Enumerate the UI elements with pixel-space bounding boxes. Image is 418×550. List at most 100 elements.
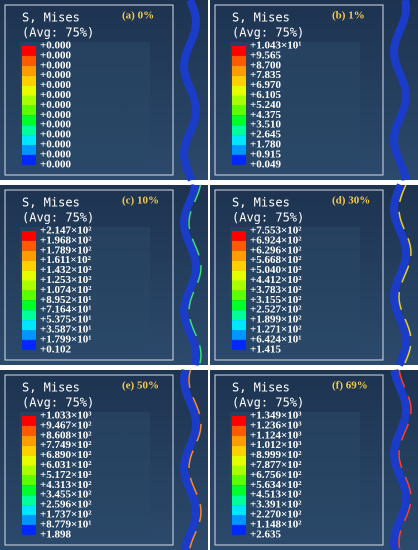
color-box — [22, 135, 36, 145]
color-box — [22, 445, 36, 456]
panel-label: (c) 10% — [122, 195, 159, 207]
contour-level: +3.455×10² — [40, 489, 92, 501]
contour-level: +2.635 — [250, 528, 282, 540]
contour-level: +9.467×10² — [40, 419, 92, 431]
panel-label: (f) 69% — [332, 380, 368, 392]
color-box — [232, 524, 246, 535]
contour-level: +1.799×10¹ — [40, 333, 92, 345]
contour-level: +1.968×10² — [40, 234, 92, 246]
contour-level: +8.779×10¹ — [40, 518, 92, 530]
color-box — [232, 290, 246, 301]
wire — [389, 0, 411, 181]
legend-title: S, Mises — [232, 196, 290, 210]
color-box — [232, 65, 246, 76]
contour-level: +4.412×10² — [250, 274, 302, 286]
legend-subtitle: (Avg: 75%) — [22, 396, 94, 410]
color-box — [22, 46, 36, 56]
legend-subtitle: (Avg: 75%) — [22, 26, 94, 40]
contour-level: +1.737×10² — [40, 509, 92, 521]
color-box — [232, 339, 246, 350]
contour-level: +2.596×10² — [40, 499, 92, 511]
color-box — [232, 416, 246, 426]
contour-level: +8.700 — [250, 59, 282, 71]
panel: S, Mises(Avg: 75%) (f) 69% +1.349×10³+1.23… — [210, 369, 418, 550]
legend-shade — [230, 42, 360, 166]
color-box — [232, 105, 246, 116]
color-box — [232, 425, 246, 436]
contour-level: +0.000 — [40, 148, 72, 160]
contour-level: +5.375×10¹ — [40, 314, 92, 326]
legend-subtitle: (Avg: 75%) — [232, 211, 304, 225]
contour-level: +0.000 — [40, 109, 72, 121]
contour-level: +4.513×10² — [250, 489, 302, 501]
legend-frame — [214, 189, 384, 361]
wire — [180, 0, 200, 182]
contour-level: +2.270×10² — [250, 509, 302, 521]
wire — [180, 184, 200, 366]
color-box — [22, 85, 36, 96]
panel-label: (e) 50% — [122, 380, 159, 392]
legend-title: S, Mises — [22, 11, 80, 25]
color-box — [22, 330, 36, 340]
color-box — [22, 495, 36, 506]
legend-title: S, Mises — [232, 11, 290, 25]
color-box — [232, 240, 246, 251]
panel: S, Mises(Avg: 75%)(a) 0%+0.000+0.000+0.0… — [0, 0, 208, 182]
color-box — [22, 435, 36, 446]
contour-level: +5.172×10² — [40, 469, 92, 481]
contour-level: +4.375 — [250, 109, 282, 121]
color-box — [232, 260, 246, 271]
contour-level: +1.271×10² — [250, 324, 302, 336]
color-box — [232, 125, 246, 136]
contour-level: +6.756×10² — [250, 469, 302, 481]
color-box — [22, 465, 36, 476]
color-box — [232, 280, 246, 291]
contour-level: +0.000 — [40, 129, 72, 141]
wire-stress — [398, 369, 412, 550]
contour-level: +6.970 — [250, 79, 282, 91]
color-box — [22, 310, 36, 321]
color-box — [22, 280, 36, 291]
color-box — [232, 455, 246, 466]
contour-level: +8.999×10² — [250, 449, 302, 461]
legend-frame — [4, 4, 174, 176]
color-box — [232, 46, 246, 56]
contour-level: +2.527×10² — [250, 304, 302, 316]
color-box — [232, 475, 246, 486]
color-box — [22, 515, 36, 525]
panel-label: (a) 0% — [122, 10, 154, 22]
color-box — [22, 55, 36, 66]
contour-level: +0.000 — [40, 59, 72, 71]
contour-level: +9.565 — [250, 49, 282, 61]
legend-shade — [20, 412, 150, 536]
color-box — [232, 154, 246, 165]
wire-stress — [188, 369, 202, 550]
color-box — [22, 339, 36, 350]
contour-level: +1.148×10² — [250, 518, 302, 530]
panel-label: (d) 30% — [332, 195, 370, 207]
contour-level: +1.236×10³ — [250, 419, 302, 431]
color-box — [232, 250, 246, 261]
legend-shade — [20, 227, 150, 351]
contour-level: +1.253×10² — [40, 274, 92, 286]
contour-level: +7.553×10² — [250, 225, 302, 237]
color-box — [232, 145, 246, 155]
color-box — [232, 465, 246, 476]
wire-stress — [398, 184, 412, 366]
color-box — [232, 495, 246, 506]
contour-level: +3.587×10¹ — [40, 324, 92, 336]
wire — [389, 183, 411, 367]
color-box — [232, 320, 246, 330]
contour-level: +0.915 — [250, 148, 282, 160]
contour-level: +1.415 — [250, 343, 282, 355]
color-box — [22, 115, 36, 126]
contour-level: +0.000 — [40, 139, 72, 151]
legend-frame — [214, 374, 384, 546]
color-box — [232, 115, 246, 126]
legend-title: S, Mises — [232, 381, 290, 395]
color-box — [22, 75, 36, 86]
color-box — [22, 240, 36, 251]
contour-level: +6.296×10² — [250, 244, 302, 256]
contour-level: +3.783×10² — [250, 284, 302, 296]
